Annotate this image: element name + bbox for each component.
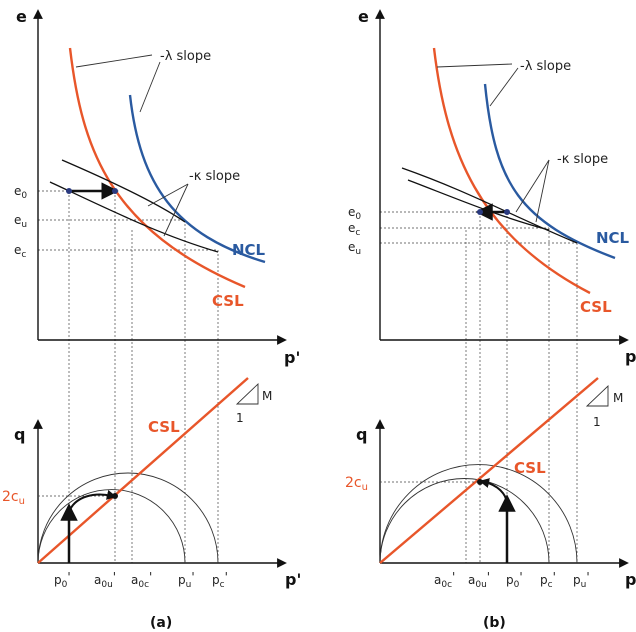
tick-p0-a: p0' (54, 570, 71, 590)
q-state-point-b (477, 479, 483, 485)
ec-label: ec (14, 243, 26, 260)
guide-lines-b (380, 211, 578, 563)
p-axis-label-bottom: p' (285, 570, 301, 589)
state-point-end (112, 188, 118, 194)
q-axis-label-b: q (356, 425, 367, 444)
p-axis-label-top: p' (284, 348, 300, 367)
ncl-label-b: NCL (596, 229, 630, 247)
e-axis-label: e (16, 7, 27, 26)
top-axes-b: e p (358, 7, 636, 366)
p-axis-label-top-b: p (625, 347, 636, 366)
kappa-line-upper (61, 159, 186, 223)
csl-label-bottom: CSL (148, 418, 180, 436)
eu-label-b: eu (348, 240, 361, 257)
kappa-slope-label: -κ slope (189, 169, 240, 184)
two-cu-label-b: 2cu (345, 475, 368, 493)
failure-circle-large (37, 472, 219, 564)
p-axis-label-bottom-b: p (625, 570, 636, 589)
kappa-slope-label-b: -κ slope (557, 152, 608, 167)
ec-label-b: ec (348, 221, 360, 238)
failure-circle-small (37, 489, 186, 564)
p-ticks-b: a0c' a0u' p0' pc' pu' (434, 570, 590, 590)
tick-pc-b: pc' (540, 570, 556, 590)
tick-a0c-b: a0c' (434, 570, 455, 590)
csl-label-top-b: CSL (580, 298, 612, 316)
bottom-axes-a: q p' (14, 419, 301, 589)
caption-a: (a) (150, 615, 172, 631)
tick-a0c-a: a0c' (131, 570, 152, 590)
state-point-start-b (504, 209, 510, 215)
q-path-arrow-curved (68, 489, 117, 513)
lambda-slope-label: -λ slope (160, 49, 211, 64)
tick-a0u-b: a0u' (468, 570, 490, 590)
slope-triangle-a (235, 382, 259, 405)
bottom-axes-b: q p (356, 419, 636, 589)
csl-label-top: CSL (212, 292, 244, 310)
tick-a0u-a: a0u' (94, 570, 116, 590)
lambda-slope-label-b: -λ slope (520, 59, 571, 74)
tick-pc-a: pc' (212, 570, 228, 590)
slope-m-label: M (262, 389, 272, 403)
kappa-annotation-a: -κ slope (147, 169, 240, 237)
failure-circle-small-b (379, 478, 550, 564)
csl-line-bottom-b (379, 377, 599, 564)
tick-p0-b: p0' (506, 570, 523, 590)
q-state-point (112, 493, 118, 499)
q-axis-label: q (14, 425, 25, 444)
caption-b: (b) (483, 615, 506, 631)
eu-label: eu (14, 213, 27, 230)
ncl-curve (128, 94, 266, 264)
guide-lines-a (38, 190, 219, 563)
slope-m-label-b: M (613, 391, 623, 405)
lambda-annotation-b: -λ slope (436, 59, 571, 107)
q-path-arrow-curved-b (479, 478, 508, 504)
panel-a: e p' -λ slope -κ slope NCL CSL e0 eu ec (2, 7, 301, 631)
panel-b: e p -λ slope -κ slope NCL CSL e0 ec eu (345, 7, 636, 631)
kappa-line-upper-b (401, 167, 578, 244)
kappa-annotation-b: -κ slope (515, 152, 608, 223)
kappa-line-lower-b (407, 179, 550, 231)
csl-curve-top-b (432, 47, 591, 295)
ncl-label: NCL (232, 241, 266, 259)
lambda-annotation-a: -λ slope (75, 49, 211, 113)
csl-curve-top (68, 47, 246, 289)
two-cu-label: 2cu (2, 489, 25, 507)
slope-one-label: 1 (236, 411, 244, 425)
tick-pu-b: pu' (573, 570, 590, 590)
csl-line-bottom (37, 377, 249, 564)
state-point-start (66, 188, 72, 194)
e0-label-b: e0 (348, 205, 361, 222)
tick-pu-a: pu' (178, 570, 195, 590)
csl-label-bottom-b: CSL (514, 459, 546, 477)
slope-one-label-b: 1 (593, 415, 601, 429)
e0-label: e0 (14, 184, 27, 201)
slope-triangle-b (585, 384, 609, 407)
p-ticks-a: p0' a0u' a0c' pu' pc' (54, 570, 228, 590)
top-axes-a: e p' (16, 7, 300, 367)
e-axis-label-b: e (358, 7, 369, 26)
ncl-curve-b (483, 83, 616, 260)
failure-circle-large-b (379, 464, 578, 564)
state-point-end-b (477, 209, 483, 215)
